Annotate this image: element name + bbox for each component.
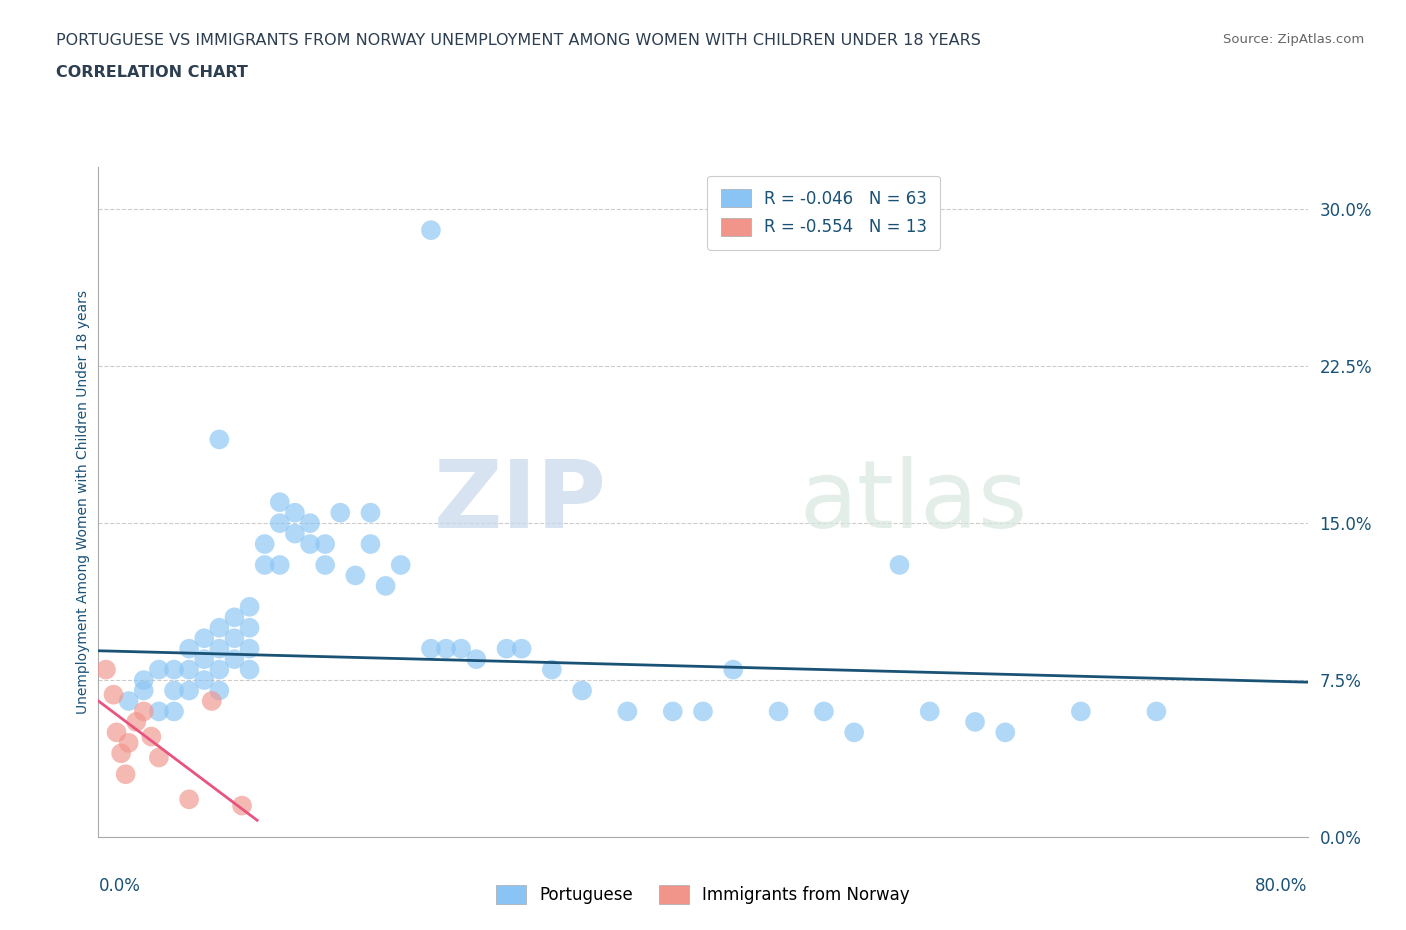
Point	[389, 558, 412, 573]
Text: Source: ZipAtlas.com: Source: ZipAtlas.com	[1223, 33, 1364, 46]
Point	[360, 505, 382, 520]
Point	[269, 558, 291, 573]
Point	[284, 526, 307, 541]
Point	[1144, 704, 1167, 719]
Point	[148, 704, 170, 719]
Point	[177, 662, 201, 677]
Point	[965, 714, 987, 729]
Point	[692, 704, 714, 719]
Point	[299, 516, 322, 531]
Point	[177, 642, 201, 657]
Point	[193, 652, 215, 667]
Point	[110, 746, 132, 761]
Point	[918, 704, 941, 719]
Text: PORTUGUESE VS IMMIGRANTS FROM NORWAY UNEMPLOYMENT AMONG WOMEN WITH CHILDREN UNDE: PORTUGUESE VS IMMIGRANTS FROM NORWAY UNE…	[56, 33, 981, 47]
Text: 0.0%: 0.0%	[98, 877, 141, 896]
Point	[253, 558, 276, 573]
Point	[224, 631, 246, 645]
Point	[269, 495, 291, 510]
Point	[314, 537, 336, 551]
Point	[721, 662, 744, 677]
Text: CORRELATION CHART: CORRELATION CHART	[56, 65, 247, 80]
Point	[374, 578, 396, 593]
Point	[224, 652, 246, 667]
Point	[148, 662, 170, 677]
Point	[239, 642, 262, 657]
Point	[510, 642, 533, 657]
Point	[239, 600, 262, 615]
Point	[253, 537, 276, 551]
Point	[616, 704, 638, 719]
Point	[540, 662, 562, 677]
Point	[208, 662, 231, 677]
Point	[193, 631, 215, 645]
Point	[314, 558, 336, 573]
Point	[208, 620, 231, 635]
Point	[450, 642, 472, 657]
Point	[141, 729, 163, 744]
Point	[889, 558, 911, 573]
Point	[269, 516, 291, 531]
Point	[94, 662, 117, 677]
Text: 80.0%: 80.0%	[1256, 877, 1308, 896]
Point	[360, 537, 382, 551]
Point	[224, 610, 246, 625]
Point	[201, 694, 224, 709]
Point	[193, 672, 215, 687]
Point	[813, 704, 835, 719]
Point	[118, 736, 141, 751]
Point	[103, 687, 125, 702]
Point	[1070, 704, 1092, 719]
Point	[299, 537, 322, 551]
Point	[132, 704, 155, 719]
Point	[239, 662, 262, 677]
Point	[132, 672, 155, 687]
Point	[465, 652, 488, 667]
Point	[231, 798, 253, 813]
Point	[419, 642, 441, 657]
Point	[208, 432, 231, 447]
Point	[329, 505, 352, 520]
Legend: R = -0.046   N = 63, R = -0.554   N = 13: R = -0.046 N = 63, R = -0.554 N = 13	[707, 176, 941, 250]
Point	[239, 620, 262, 635]
Point	[163, 662, 186, 677]
Point	[208, 683, 231, 698]
Point	[118, 694, 141, 709]
Point	[284, 505, 307, 520]
Point	[163, 683, 186, 698]
Point	[768, 704, 790, 719]
Point	[844, 725, 866, 740]
Point	[148, 750, 170, 764]
Point	[177, 683, 201, 698]
Point	[994, 725, 1017, 740]
Point	[163, 704, 186, 719]
Y-axis label: Unemployment Among Women with Children Under 18 years: Unemployment Among Women with Children U…	[76, 290, 90, 714]
Point	[495, 642, 517, 657]
Point	[105, 725, 128, 740]
Point	[571, 683, 593, 698]
Text: ZIP: ZIP	[433, 457, 606, 548]
Point	[419, 223, 441, 238]
Point	[208, 642, 231, 657]
Point	[132, 683, 155, 698]
Text: atlas: atlas	[800, 457, 1028, 548]
Point	[114, 766, 136, 781]
Legend: Portuguese, Immigrants from Norway: Portuguese, Immigrants from Norway	[488, 877, 918, 912]
Point	[344, 568, 367, 583]
Point	[661, 704, 683, 719]
Point	[125, 714, 148, 729]
Point	[434, 642, 457, 657]
Point	[177, 792, 201, 807]
